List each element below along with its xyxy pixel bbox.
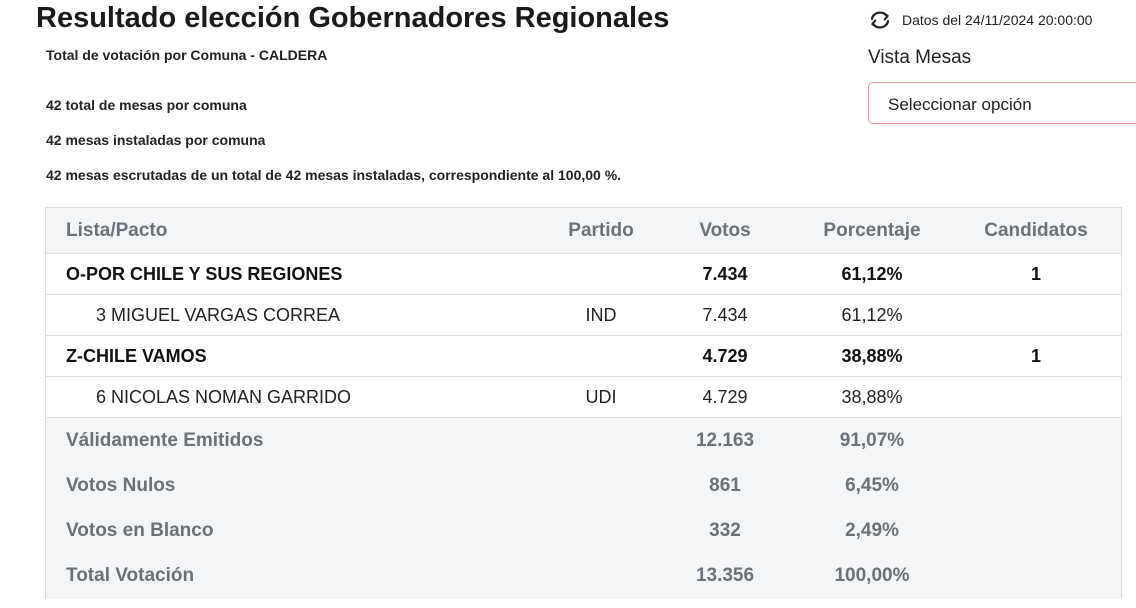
summary-votos: 861 [709,474,741,496]
porcentaje-cell: 61,12% [841,304,903,325]
summary-section [46,418,1121,599]
porcentaje-cell: 38,88% [841,345,903,366]
summary-label: Votos en Blanco [66,519,214,541]
candidatos-cell: 1 [1030,345,1041,366]
summary-row: Votos en Blanco 332 2,49% [46,508,1121,553]
mesas-instaladas-text: 42 mesas instaladas por comuna [46,132,266,148]
column-header-candidatos: Candidatos [984,219,1088,241]
column-header-votos: Votos [699,219,751,241]
votos-cell: 4.729 [702,386,748,407]
candidatos-cell [976,377,1096,417]
porcentaje-cell: 61,12% [841,263,903,284]
summary-row: Votos Nulos 861 6,45% [46,463,1121,508]
votos-cell: 7.434 [702,263,748,284]
vista-mesas-select[interactable]: Seleccionar opción [868,82,1136,124]
column-header-porcentaje: Porcentaje [823,219,921,241]
summary-porcentaje: 100,00% [834,564,910,586]
summary-votos: 12.163 [695,429,755,451]
comuna-subtitle: Total de votación por Comuna - CALDERA [46,47,328,63]
porcentaje-cell: 38,88% [841,386,903,407]
table-row-candidate: 3 MIGUEL VARGAS CORREA IND 7.434 61,12% [46,295,1121,336]
column-header-partido: Partido [568,219,634,241]
summary-votos: 13.356 [695,564,755,586]
summary-label: Válidamente Emitidos [66,429,264,451]
data-timestamp: Datos del 24/11/2024 20:00:00 [902,12,1093,28]
lista-cell: 6 NICOLAS NOMAN GARRIDO [96,386,352,407]
vista-mesas-label: Vista Mesas [868,47,972,68]
summary-label: Total Votación [66,564,195,586]
table-header: Lista/Pacto Partido Votos Porcentaje Can… [46,208,1121,254]
summary-porcentaje: 2,49% [845,519,899,541]
mesas-escrutadas-text: 42 mesas escrutadas de un total de 42 me… [46,167,622,183]
table-row-pact: O-POR CHILE Y SUS REGIONES 7.434 61,12% … [46,254,1121,295]
partido-cell [551,254,651,294]
table-row-candidate: 6 NICOLAS NOMAN GARRIDO UDI 4.729 38,88% [46,377,1121,418]
select-value: Seleccionar opción [888,95,1032,114]
summary-row: Válidamente Emitidos 12.163 91,07% [46,418,1121,463]
lista-cell: 3 MIGUEL VARGAS CORREA [96,304,341,325]
results-table: Lista/Pacto Partido Votos Porcentaje Can… [45,207,1122,599]
partido-cell: IND [585,304,617,325]
partido-cell: UDI [585,386,617,407]
candidatos-cell: 1 [1030,263,1041,284]
candidatos-cell [976,295,1096,335]
votos-cell: 4.729 [702,345,748,366]
table-row-pact: Z-CHILE VAMOS 4.729 38,88% 1 [46,336,1121,377]
lista-cell: O-POR CHILE Y SUS REGIONES [66,263,343,284]
summary-votos: 332 [709,519,741,541]
lista-cell: Z-CHILE VAMOS [66,345,207,366]
refresh-data-button[interactable]: Datos del 24/11/2024 20:00:00 [868,10,1092,30]
refresh-icon[interactable] [868,10,892,30]
partido-cell [551,336,651,376]
summary-porcentaje: 91,07% [839,429,905,451]
votos-cell: 7.434 [702,304,748,325]
total-mesas-text: 42 total de mesas por comuna [46,97,247,113]
summary-row: Total Votación 13.356 100,00% [46,553,1121,598]
summary-porcentaje: 6,45% [845,474,899,496]
column-header-lista: Lista/Pacto [66,219,168,241]
summary-label: Votos Nulos [66,474,176,496]
page-title: Resultado elección Gobernadores Regional… [36,2,670,34]
